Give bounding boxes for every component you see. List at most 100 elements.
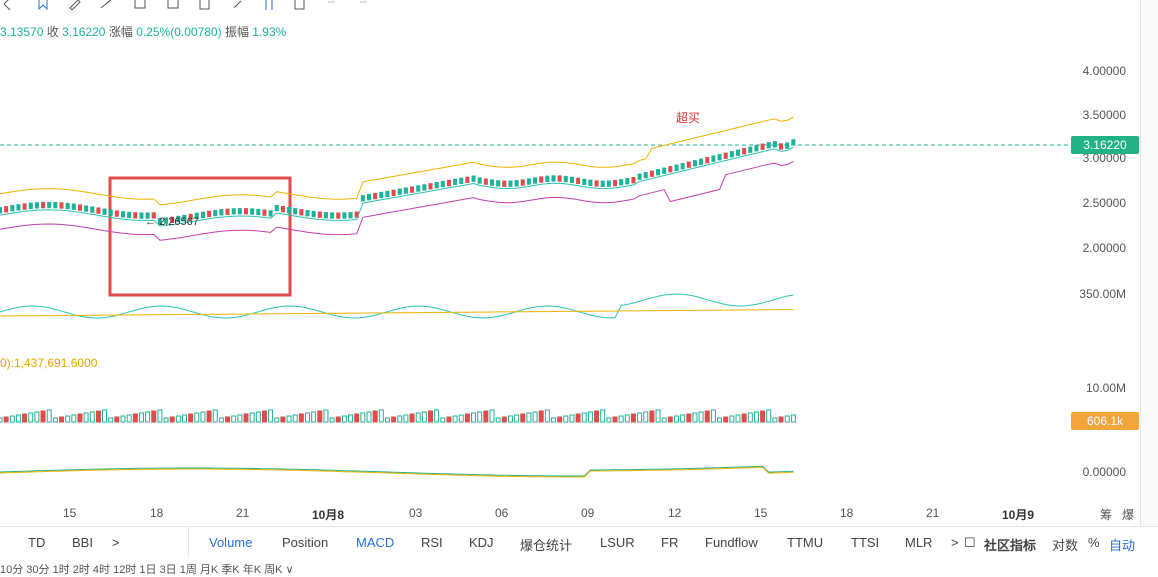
volume-bar xyxy=(643,411,649,423)
candle xyxy=(188,213,193,221)
candle xyxy=(526,178,531,185)
candle xyxy=(22,203,27,210)
candle xyxy=(631,177,636,184)
tab-ttsi[interactable]: TTSI xyxy=(851,535,880,550)
tab-lsur[interactable]: LSUR xyxy=(600,535,635,550)
tab-liquidation[interactable]: 爆仓统计 xyxy=(520,538,573,553)
candle xyxy=(53,202,58,209)
candle xyxy=(477,177,482,184)
candle xyxy=(77,204,82,211)
volume-bar xyxy=(704,410,710,423)
candle xyxy=(699,158,704,165)
volume-bar xyxy=(323,409,329,423)
volume-bar xyxy=(397,415,403,423)
volume-bar xyxy=(77,413,83,423)
chevron-right-icon[interactable]: > xyxy=(951,535,959,550)
external-link-icon[interactable]: ☐ xyxy=(964,535,976,550)
tab-fr[interactable]: FR xyxy=(661,535,679,550)
boll-lower-line xyxy=(0,160,794,241)
tab-kdj[interactable]: KDJ xyxy=(469,535,494,550)
candle xyxy=(410,186,415,193)
candle xyxy=(151,212,156,219)
price-tick: 350.00M xyxy=(1079,287,1126,301)
volume-bar xyxy=(391,416,397,423)
tab-macd[interactable]: MACD xyxy=(356,535,395,550)
x-tick: 21 xyxy=(236,506,250,520)
right-scrollbar[interactable] xyxy=(1140,0,1158,526)
volume-bar xyxy=(188,413,194,423)
candlestick-chart[interactable] xyxy=(0,0,1140,526)
line-tool-icon[interactable] xyxy=(100,0,114,10)
chevron-right-icon[interactable]: > xyxy=(112,535,120,550)
arrow-icon[interactable] xyxy=(2,0,16,10)
edit-icon[interactable] xyxy=(166,0,180,10)
candle xyxy=(680,163,685,170)
volume-bar xyxy=(483,410,489,423)
volume-bar xyxy=(464,413,470,423)
volume-bar xyxy=(661,417,667,423)
tab-bbi[interactable]: BBI xyxy=(72,535,93,550)
doc-icon[interactable] xyxy=(293,0,307,10)
volume-bar xyxy=(600,409,606,423)
volume-bar xyxy=(231,415,237,423)
candle xyxy=(434,182,439,189)
candle xyxy=(28,202,33,210)
clear-icon[interactable] xyxy=(133,0,147,10)
redo-icon[interactable] xyxy=(356,0,370,10)
candle xyxy=(41,201,46,209)
tab-td[interactable]: TD xyxy=(28,535,46,550)
volume-tick: 0.00000 xyxy=(1082,465,1126,479)
candle xyxy=(360,195,365,202)
volume-bar xyxy=(335,416,341,423)
volume-bar xyxy=(360,412,366,423)
auto-scale-toggle[interactable]: 自动 xyxy=(1109,538,1136,553)
attach-icon[interactable] xyxy=(230,0,244,10)
volume-bar xyxy=(594,410,600,423)
candle xyxy=(256,208,261,216)
volume-bar xyxy=(52,417,58,423)
percent-scale-toggle[interactable]: % xyxy=(1088,535,1100,550)
volume-bar xyxy=(471,412,477,423)
chip-label[interactable]: 筹 xyxy=(1100,508,1113,522)
tab-position[interactable]: Position xyxy=(282,535,329,550)
timeframe-row[interactable]: 10分 30分 1时 2时 4时 12时 1日 3日 1周 月K 季K 年K 周… xyxy=(0,564,294,576)
candle xyxy=(231,208,236,215)
volume-bar xyxy=(452,415,458,423)
doc-edit-icon[interactable] xyxy=(198,0,212,10)
volume-bar xyxy=(753,411,759,423)
undo-icon[interactable] xyxy=(325,0,339,10)
volume-bar xyxy=(34,411,40,423)
candle xyxy=(133,212,138,219)
volume-bar xyxy=(366,411,372,423)
liquidation-label[interactable]: 爆 xyxy=(1122,508,1135,522)
fork-icon[interactable] xyxy=(262,0,276,10)
amp-value: 1.93% xyxy=(252,25,287,39)
candle xyxy=(760,143,765,150)
community-indicators[interactable]: 社区指标 xyxy=(984,538,1037,553)
ohlc-info: 3.13570 收 3.16220 涨幅 0.25%(0.00780) 振幅 1… xyxy=(0,23,286,40)
candle xyxy=(65,202,70,210)
open-interest-ma-line xyxy=(0,309,794,317)
x-tick: 12 xyxy=(668,506,682,520)
volume-bar xyxy=(489,409,495,423)
candle xyxy=(551,175,556,182)
tab-rsi[interactable]: RSI xyxy=(421,535,443,550)
pencil-icon[interactable] xyxy=(68,0,82,10)
tab-ttmu[interactable]: TTMU xyxy=(787,535,824,550)
candle xyxy=(656,169,661,176)
candle xyxy=(225,208,230,215)
bookmark-icon[interactable] xyxy=(36,0,50,10)
tab-mlr[interactable]: MLR xyxy=(905,535,933,550)
volume-bar xyxy=(624,414,630,423)
volume-bar xyxy=(255,411,261,423)
candle xyxy=(280,205,285,213)
volume-bar xyxy=(735,414,741,423)
candle xyxy=(717,154,722,161)
volume-bar xyxy=(421,411,427,423)
volume-tag: 606.1k xyxy=(1071,412,1139,430)
candle xyxy=(145,212,150,219)
log-scale-toggle[interactable]: 对数 xyxy=(1052,538,1079,553)
candle xyxy=(533,177,538,184)
tab-volume[interactable]: Volume xyxy=(209,535,253,550)
tab-fundflow[interactable]: Fundflow xyxy=(705,535,758,550)
